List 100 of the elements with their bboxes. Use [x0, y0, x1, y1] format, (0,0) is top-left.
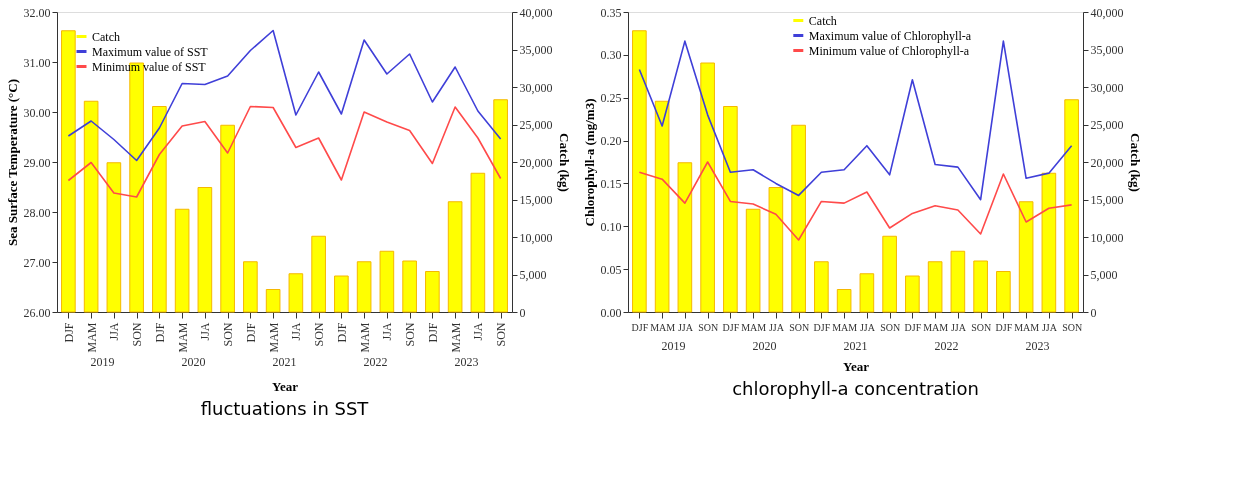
bar [288, 273, 304, 313]
x-tick-label: SON [971, 321, 992, 333]
y2-tick-label: 0 [1090, 305, 1097, 320]
x-tick-label: SON [221, 322, 236, 347]
y-tick-label: 32.00 [23, 5, 51, 20]
legend-label: Maximum value of Chlorophyll-a [808, 28, 972, 43]
text: 2019 [661, 339, 686, 353]
bar [700, 62, 715, 313]
x-tick-label: SON [698, 321, 719, 333]
bar [106, 162, 122, 313]
bar [927, 261, 943, 313]
x-axis-title: Year [272, 378, 299, 394]
bar [791, 124, 806, 313]
bar [905, 275, 920, 313]
x-tick-label: JJA [950, 321, 967, 333]
y2-tick-label: 0 [519, 305, 526, 320]
bar [311, 235, 326, 313]
x-tick-label: JJA [107, 322, 122, 341]
y2-tick-label: 15,000 [519, 193, 553, 207]
y-tick-label: 0.35 [600, 5, 622, 20]
text: 2022 [934, 339, 959, 353]
x-tick-label: DJF [995, 321, 1013, 333]
x-tick-label: JJA [859, 321, 876, 333]
bar [996, 271, 1011, 313]
x-tick-label: DJF [722, 321, 740, 333]
bar [470, 172, 486, 313]
text: 2020 [181, 355, 206, 369]
y2-tick-label: 20,000 [1090, 155, 1124, 170]
bar [768, 187, 784, 313]
y2-tick-label: 25,000 [519, 118, 553, 132]
y2-tick-label: 25,000 [1090, 118, 1124, 132]
y-tick-label: 0.05 [600, 262, 622, 277]
y-axis-title: Chlorophyll-a (mg/m3) [581, 98, 597, 227]
x-tick-label: JJA [289, 322, 304, 341]
x-tick-label: MAM [741, 321, 767, 333]
y-tick-label: 0.15 [600, 176, 622, 191]
x-tick-label: SON [130, 322, 145, 347]
x-tick-label: JJA [768, 321, 785, 333]
text: 2021 [843, 339, 868, 353]
y2-axis-title: Catch (kg) [1127, 133, 1143, 192]
bar [677, 162, 693, 313]
y-tick-label: 0.25 [600, 91, 622, 106]
x-tick-label: MAM [832, 321, 858, 333]
text: fluctuations in SST [200, 398, 370, 420]
legend-label: Maximum value of SST [92, 44, 209, 59]
text: 2022 [363, 355, 388, 369]
x-tick-label: DJF [334, 322, 349, 343]
x-tick-label: JJA [380, 322, 395, 341]
x-tick-label: MAM [266, 322, 281, 353]
x-tick-label: SON [789, 321, 810, 333]
bar [402, 260, 417, 313]
y2-tick-label: 10,000 [519, 230, 553, 245]
x-tick-label: DJF [61, 322, 76, 343]
x-tick-label: MAM [650, 321, 676, 333]
line-series [638, 161, 1073, 241]
y2-tick-label: 30,000 [1090, 80, 1124, 95]
x-tick-label: DJF [631, 321, 649, 333]
bar [1018, 201, 1034, 313]
x-tick-label: JJA [1041, 321, 1058, 333]
y2-tick-label: 35,000 [519, 43, 553, 57]
y2-tick-label: 20,000 [519, 155, 553, 170]
x-axis-title: Year [843, 358, 870, 374]
bar [197, 187, 213, 313]
bar [654, 100, 670, 313]
line-series [67, 29, 502, 162]
bar [334, 275, 349, 313]
bar [859, 273, 875, 313]
bar [882, 235, 897, 313]
x-tick-label: MAM [175, 322, 190, 353]
x-tick-label: MAM [448, 322, 463, 353]
y-tick-label: 0.00 [600, 305, 622, 320]
y-tick-label: 30.00 [23, 105, 51, 120]
y-tick-label: 0.30 [600, 48, 622, 63]
bar [152, 106, 167, 313]
y2-tick-label: 5,000 [1090, 268, 1118, 282]
x-tick-label: SON [880, 321, 901, 333]
bar [973, 260, 988, 313]
x-tick-label: SON [403, 322, 418, 347]
y2-axis-title: Catch (kg) [556, 133, 572, 192]
text: 2021 [272, 355, 297, 369]
y2-tick-label: 30,000 [519, 80, 553, 95]
x-tick-label: JJA [471, 322, 486, 341]
y-tick-label: 27.00 [23, 255, 51, 270]
x-tick-label: MAM [84, 322, 99, 353]
bar [745, 208, 761, 313]
bar [723, 106, 738, 313]
x-tick-label: DJF [243, 322, 258, 343]
text: chlorophyll-a concentration [732, 378, 979, 399]
x-tick-label: DJF [904, 321, 922, 333]
y2-tick-label: 10,000 [1090, 230, 1124, 245]
text: 2023 [1025, 339, 1050, 353]
y2-tick-label: 35,000 [1090, 43, 1124, 57]
y-tick-label: 31.00 [23, 55, 51, 70]
x-tick-label: SON [1062, 321, 1083, 333]
y2-tick-label: 40,000 [519, 5, 553, 20]
x-tick-label: SON [494, 322, 509, 347]
legend-label: Catch [92, 29, 120, 44]
x-tick-label: DJF [813, 321, 831, 333]
bar [1041, 172, 1057, 313]
bar [379, 250, 395, 313]
